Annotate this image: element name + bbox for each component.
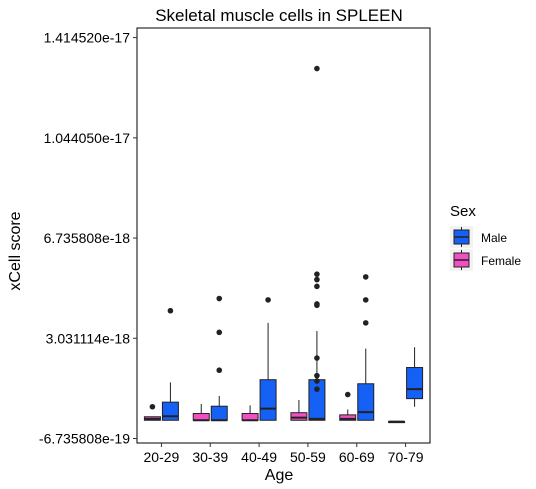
- outlier-point: [216, 329, 223, 336]
- box-male-50-59: [308, 65, 326, 421]
- box-male-40-49: [259, 297, 277, 421]
- legend-label-female: Female: [481, 254, 521, 268]
- x-tick-label: 40-49: [241, 449, 277, 465]
- box-female-30-39: [192, 404, 210, 422]
- outlier-point: [314, 276, 320, 283]
- box-body: [308, 379, 326, 421]
- box-body: [357, 383, 375, 421]
- x-tick-label: 20-29: [144, 449, 180, 465]
- legend: Sex Male Female: [450, 203, 521, 271]
- box-male-20-29: [161, 307, 179, 421]
- box-male-70-79: [406, 347, 424, 407]
- x-tick-label: 50-59: [290, 449, 326, 465]
- outlier-point: [216, 295, 223, 302]
- box-male-30-39: [210, 295, 228, 422]
- box-body: [241, 413, 259, 421]
- x-tick-label: 70-79: [388, 449, 424, 465]
- x-axis: 20-29 30-39 40-49 50-59 60-69 70-79: [144, 443, 424, 465]
- box-body: [192, 413, 210, 421]
- chart-title: Skeletal muscle cells in SPLEEN: [155, 6, 403, 25]
- y-tick-label: 1.414520e-17: [44, 30, 131, 46]
- box-female-60-69: [339, 391, 357, 421]
- outlier-point: [265, 297, 271, 303]
- y-axis-title: xCell score: [7, 211, 24, 290]
- outlier-point: [362, 297, 369, 303]
- box-female-20-29: [143, 403, 161, 421]
- x-tick-label: 60-69: [339, 449, 375, 465]
- outlier-point: [362, 274, 369, 280]
- box-body: [161, 401, 179, 421]
- outlier-point: [216, 367, 223, 374]
- box-body: [406, 367, 424, 400]
- outlier-point: [314, 386, 320, 392]
- box-body: [259, 379, 277, 421]
- y-tick-label: 6.735808e-18: [44, 230, 131, 246]
- outlier-point: [362, 320, 369, 326]
- boxplot-layer: [143, 65, 424, 424]
- x-tick-label: 30-39: [192, 449, 228, 465]
- outlier-point: [149, 403, 156, 410]
- box-female-70-79: [388, 420, 406, 424]
- outlier-point: [314, 65, 320, 72]
- y-tick-label: 1.044050e-17: [44, 130, 131, 146]
- box-female-50-59: [290, 399, 308, 421]
- box-male-60-69: [357, 274, 375, 421]
- outlier-point: [167, 307, 174, 314]
- x-axis-title: Age: [265, 467, 294, 484]
- box-body: [339, 414, 357, 421]
- y-tick-label: -6.735808e-19: [39, 430, 130, 446]
- box-female-40-49: [241, 405, 259, 422]
- outlier-point: [314, 372, 320, 379]
- outlier-point: [314, 271, 320, 277]
- plot-panel: [136, 27, 431, 444]
- y-axis: -6.735808e-19 3.031114e-18 6.735808e-18 1.0…: [39, 30, 137, 446]
- outlier-point: [314, 355, 320, 361]
- outlier-point: [344, 391, 351, 398]
- box-body: [290, 412, 308, 421]
- legend-title: Sex: [450, 203, 476, 220]
- outlier-point: [314, 283, 320, 290]
- legend-label-male: Male: [481, 231, 507, 245]
- y-tick-label: 3.031114e-18: [46, 330, 131, 346]
- box-body: [210, 405, 228, 421]
- outlier-point: [314, 302, 320, 309]
- outlier-point: [314, 378, 320, 384]
